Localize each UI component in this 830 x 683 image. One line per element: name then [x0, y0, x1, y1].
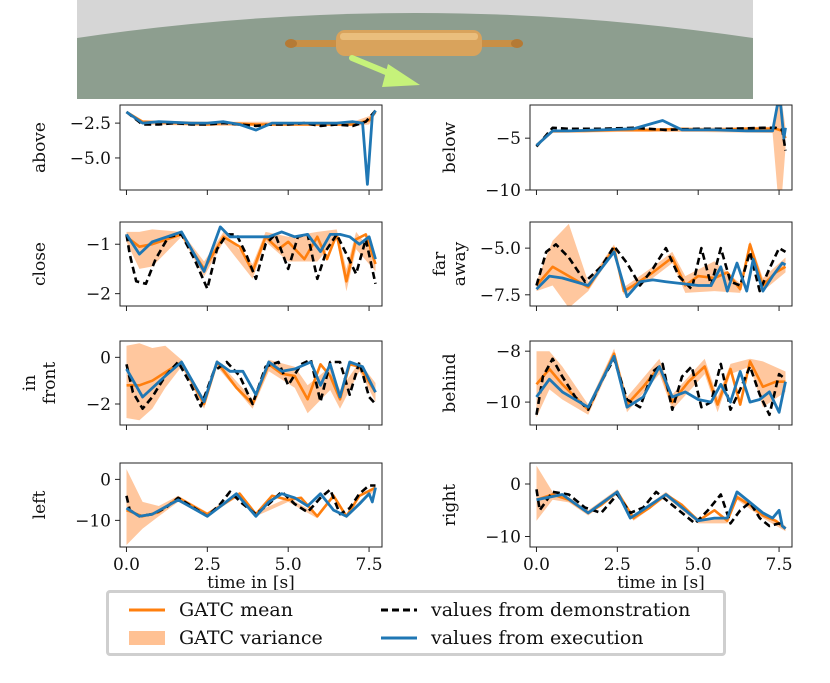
- panel-3: −5.0 −7.5 far away: [430, 221, 793, 311]
- x-tick-label: 7.5: [766, 555, 793, 575]
- legend-mean-line-icon: [129, 608, 165, 612]
- legend-exec-label: values from execution: [431, 627, 644, 649]
- panel-frame: [119, 462, 383, 548]
- x-tick-label: 0.0: [113, 555, 140, 575]
- x-tick-label: 2.5: [604, 555, 631, 575]
- y-axis-label: left: [30, 491, 50, 520]
- panel-6: 0 −10 0.0 2.5 5.0 7.5 time in [s] left: [30, 462, 383, 590]
- legend-item-mean: GATC mean: [127, 599, 293, 621]
- legend-demo-label: values from demonstration: [431, 599, 691, 621]
- panel-1: −5 −10 below: [440, 104, 793, 201]
- y-tick-label: −7.5: [480, 286, 521, 306]
- y-tick-label: −10: [485, 528, 521, 548]
- y-tick-label: −8: [496, 342, 521, 362]
- legend-variance-label: GATC variance: [179, 627, 323, 649]
- panel-4: 0 −2 in front: [20, 340, 383, 430]
- legend-exec-line-icon: [381, 636, 417, 640]
- y-axis-label: close: [30, 242, 50, 286]
- y-tick-label: −5.0: [70, 149, 111, 169]
- series-line-execution: [125, 109, 377, 186]
- y-tick-label: −2: [86, 285, 111, 305]
- legend: GATC mean GATC variance values from demo…: [106, 590, 726, 656]
- panel-5: −8 −10 behind: [440, 340, 793, 430]
- y-axis-label: in: [20, 375, 40, 391]
- y-axis-label: above: [30, 122, 50, 173]
- panel-frame: [529, 221, 793, 307]
- y-axis-label: behind: [440, 353, 460, 412]
- y-tick-label: −2.5: [70, 114, 111, 134]
- panel-frame: [119, 340, 383, 426]
- y-tick-label: 0: [100, 470, 111, 490]
- series-line-execution: [125, 487, 377, 518]
- y-tick-label: −10: [75, 511, 111, 531]
- y-tick-label: −10: [485, 181, 521, 201]
- legend-mean-label: GATC mean: [179, 599, 293, 621]
- series-line-execution: [535, 250, 787, 299]
- panel-7: 0 −100.0 2.5 5.0 7.5 time in [s] right: [440, 462, 793, 590]
- legend-item-execution: values from execution: [379, 627, 644, 649]
- series-line-demonstration: [535, 357, 787, 417]
- series-line-execution: [536, 490, 787, 530]
- variance-band: [126, 343, 376, 421]
- legend-item-variance: GATC variance: [127, 627, 323, 649]
- series-line-execution: [125, 225, 377, 273]
- y-tick-label: −10: [485, 393, 521, 413]
- legend-demo-dashed-line-icon: [381, 608, 417, 612]
- y-tick-label: −5: [496, 129, 521, 149]
- x-tick-label: 2.5: [194, 555, 221, 575]
- series-line-demonstration: [125, 233, 377, 291]
- y-tick-label: 0: [100, 348, 111, 368]
- panel-2: −1 −2 close: [30, 221, 383, 311]
- x-axis-label: time in [s]: [617, 573, 705, 590]
- series-line-execution: [125, 360, 377, 404]
- y-tick-label: −1: [86, 235, 111, 255]
- panel-frame: [119, 104, 383, 191]
- y-tick-label: −2: [86, 395, 111, 415]
- panel-frame: [119, 221, 383, 307]
- y-axis-label: front: [40, 362, 60, 405]
- panel-0: −2.5 −5.0 above: [30, 104, 383, 195]
- panel-frame: [529, 462, 793, 548]
- y-axis-label: away: [450, 241, 470, 286]
- panel-frame: [529, 340, 793, 426]
- rolling-pin: [285, 30, 523, 56]
- series-line-execution: [535, 105, 787, 147]
- y-axis-label: right: [440, 484, 460, 526]
- x-axis-label: time in [s]: [207, 573, 295, 590]
- variance-band: [536, 348, 786, 418]
- direction-arrow: [349, 55, 420, 87]
- y-axis-label: far: [430, 251, 450, 276]
- y-tick-label: 0: [510, 475, 521, 495]
- x-tick-label: 7.5: [356, 555, 383, 575]
- scene-render-image: [77, 0, 753, 99]
- x-tick-label: 5.0: [275, 555, 302, 575]
- series-line-demonstration: [535, 489, 787, 530]
- y-axis-label: below: [440, 121, 460, 173]
- panel-frame: [529, 104, 793, 191]
- y-tick-label: −5.0: [480, 239, 521, 259]
- legend-item-demonstration: values from demonstration: [379, 599, 690, 621]
- series-line-execution: [535, 354, 787, 414]
- legend-variance-patch-icon: [129, 631, 165, 645]
- x-tick-label: 0.0: [523, 555, 550, 575]
- charts-canvas: −2.5 −5.0 above −5 −10 below −1 −2 close −5.0 −7.5…: [20, 104, 793, 590]
- x-tick-label: 5.0: [685, 555, 712, 575]
- variance-band: [536, 105, 786, 190]
